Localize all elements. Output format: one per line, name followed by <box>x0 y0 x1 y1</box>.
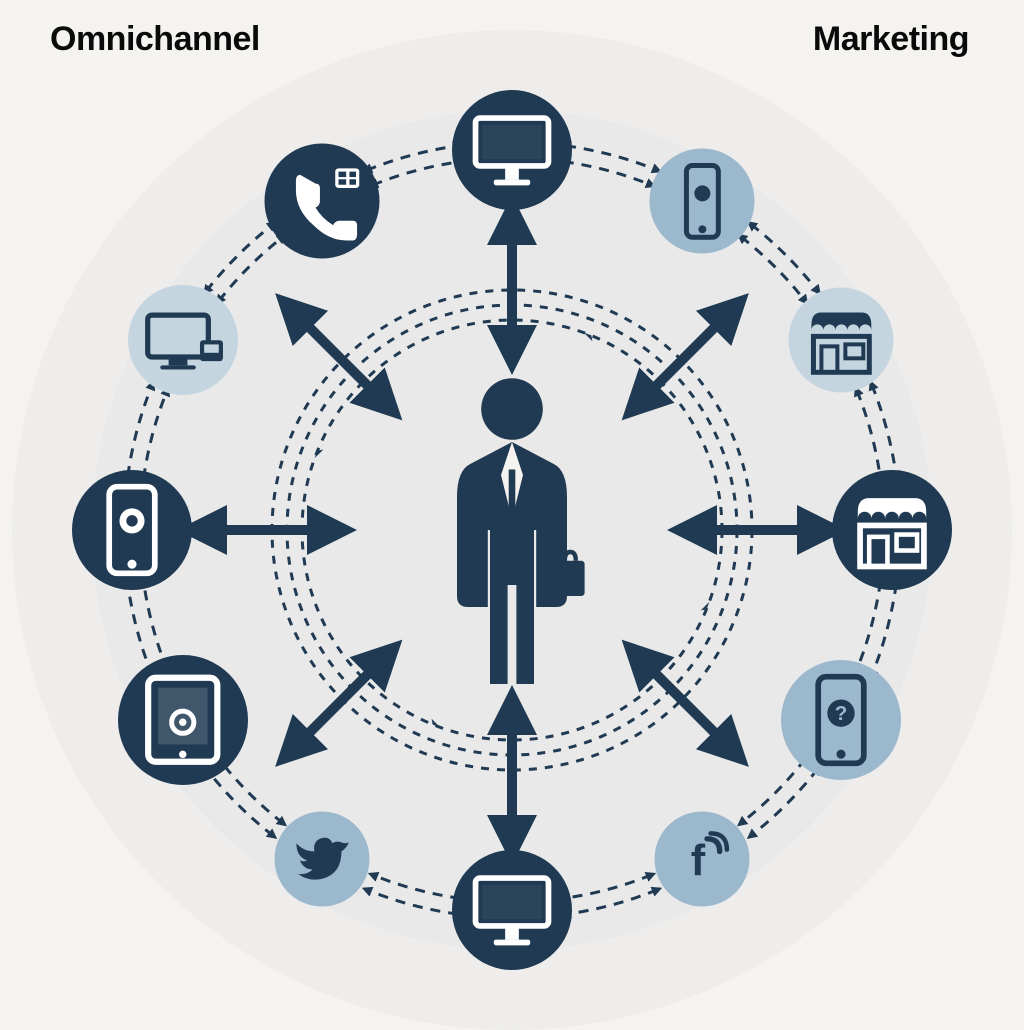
channel-mobile-chat-icon <box>72 470 192 590</box>
channel-desktop-bottom-icon <box>452 850 572 970</box>
customer-center-icon <box>362 330 662 730</box>
channel-social-tw-icon <box>275 812 370 907</box>
channel-mobile-help-icon: ? <box>781 660 901 780</box>
channel-social-fb-icon: f <box>655 812 750 907</box>
channel-tablet-icon <box>118 655 248 785</box>
channel-store-small-icon <box>789 288 894 393</box>
channel-mobile-camera-icon <box>650 148 755 253</box>
svg-text:f: f <box>691 837 706 885</box>
channel-desktop-top-icon <box>452 90 572 210</box>
channel-store-main-icon <box>832 470 952 590</box>
svg-text:?: ? <box>835 702 848 725</box>
channel-phone-call-icon <box>265 143 380 258</box>
channel-tv-icon <box>128 285 238 395</box>
